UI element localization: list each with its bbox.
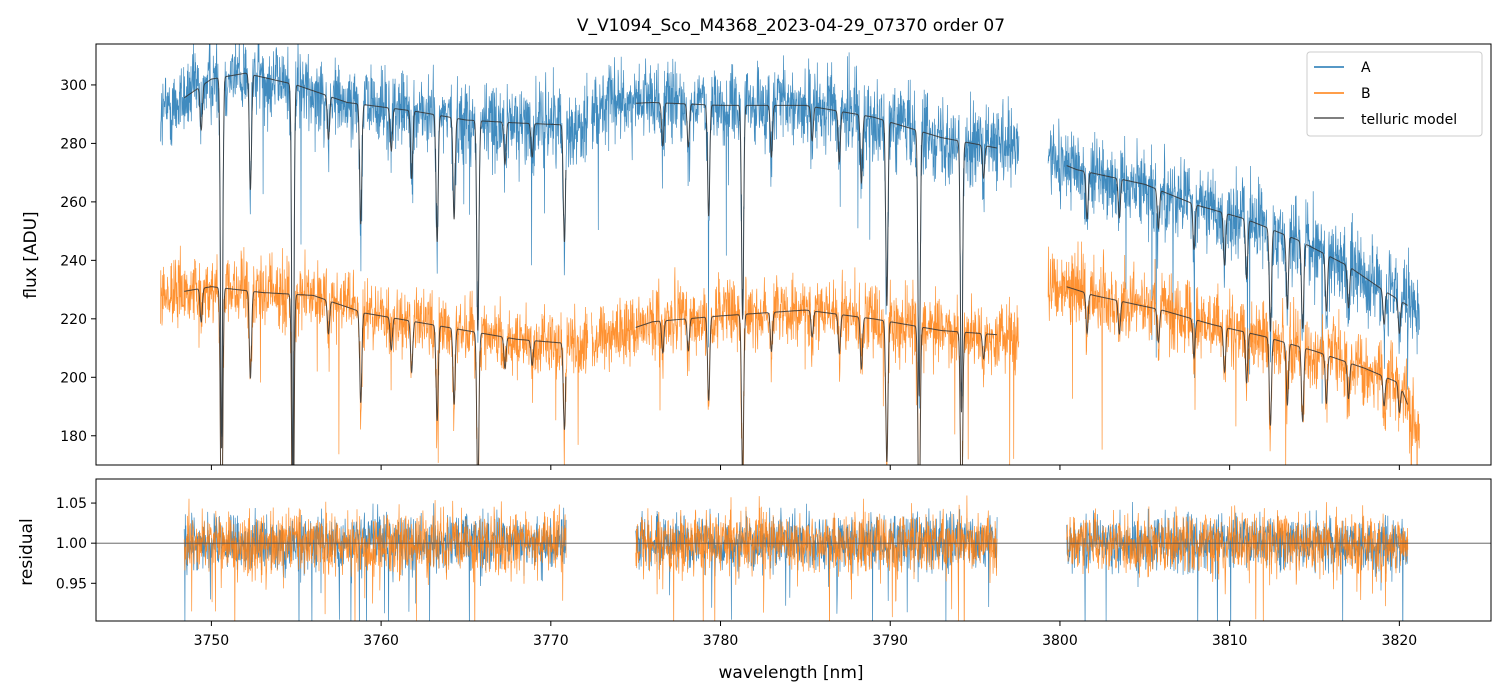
wavelength-x-tick-label: 3800 bbox=[1042, 633, 1078, 649]
telluric-model-a-segment-3 bbox=[1066, 165, 1408, 334]
series-a-segment-1 bbox=[160, 44, 589, 465]
flux-y-tick-label: 240 bbox=[60, 253, 87, 269]
wavelength-x-tick-label: 3770 bbox=[533, 633, 569, 649]
wavelength-x-tick-label: 3750 bbox=[194, 633, 230, 649]
flux-y-tick-label: 200 bbox=[60, 370, 87, 386]
wavelength-x-tick-label: 3780 bbox=[703, 633, 739, 649]
residual-y-tick-label: 1.00 bbox=[56, 536, 87, 552]
wavelength-axis-label: wavelength [nm] bbox=[718, 663, 863, 683]
legend-label-model: telluric model bbox=[1361, 112, 1457, 128]
wavelength-x-tick-label: 3820 bbox=[1382, 633, 1418, 649]
legend: A B telluric model bbox=[1306, 51, 1483, 137]
legend-box bbox=[1306, 51, 1483, 137]
chart-title: V_V1094_Sco_M4368_2023-04-29_07370 order… bbox=[577, 16, 1005, 36]
residual-b-segment-3 bbox=[1066, 502, 1409, 621]
telluric-model-a-segment-2 bbox=[635, 102, 997, 413]
residual-b-segment-2 bbox=[635, 495, 998, 621]
residual-panel: 0.95 1.00 1.05 3750 3760 3770 3780 3790 3800 381… bbox=[17, 478, 1492, 683]
flux-y-tick-label: 280 bbox=[60, 136, 87, 152]
legend-label-b: B bbox=[1361, 86, 1371, 102]
legend-label-a: A bbox=[1361, 60, 1371, 76]
series-a-segment-3 bbox=[1047, 118, 1420, 404]
residual-y-tick-label: 0.95 bbox=[56, 576, 87, 592]
wavelength-x-tick-label: 3810 bbox=[1212, 633, 1248, 649]
wavelength-x-tick-label: 3760 bbox=[363, 633, 399, 649]
series-b-segment-2 bbox=[591, 267, 1020, 465]
residual-b-segment-1 bbox=[183, 498, 567, 621]
flux-y-tick-label: 180 bbox=[60, 429, 87, 445]
flux-panel: 180 200 220 240 260 280 300 flux [ADU] A B tel… bbox=[21, 43, 1492, 470]
residual-y-tick-label: 1.05 bbox=[56, 496, 87, 512]
flux-y-tick-label: 300 bbox=[60, 78, 87, 94]
flux-axis-label: flux [ADU] bbox=[21, 211, 41, 298]
wavelength-x-tick-label: 3790 bbox=[872, 633, 908, 649]
series-a-segment-2 bbox=[591, 52, 1020, 409]
residual-plot-frame bbox=[95, 478, 1492, 622]
telluric-model-b-segment-3 bbox=[1066, 286, 1409, 426]
flux-plot-frame bbox=[95, 43, 1492, 466]
telluric-model-b-segment-1 bbox=[184, 286, 567, 465]
telluric-model-a-segment-1 bbox=[184, 72, 567, 465]
flux-y-tick-label: 260 bbox=[60, 195, 87, 211]
flux-y-tick-label: 220 bbox=[60, 312, 87, 328]
telluric-model-b-segment-2 bbox=[635, 309, 997, 465]
series-b-segment-1 bbox=[160, 245, 589, 465]
series-b-segment-3 bbox=[1047, 241, 1420, 465]
residual-axis-label: residual bbox=[17, 518, 37, 585]
